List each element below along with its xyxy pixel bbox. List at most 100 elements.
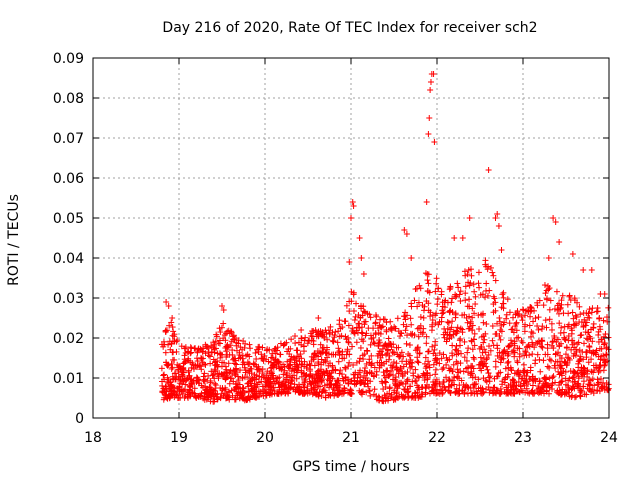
data-point	[324, 346, 331, 353]
data-point	[244, 351, 251, 358]
data-point	[475, 280, 482, 287]
data-point	[432, 371, 439, 378]
data-point	[408, 321, 415, 328]
data-point	[315, 393, 322, 400]
data-point	[540, 380, 547, 387]
data-point	[372, 330, 379, 337]
data-point	[168, 319, 175, 326]
data-point	[486, 378, 493, 385]
data-point	[164, 374, 171, 381]
data-point	[393, 360, 400, 367]
data-point	[212, 338, 219, 345]
data-point	[272, 380, 279, 387]
data-point	[402, 316, 409, 323]
data-point	[262, 388, 269, 395]
data-point	[265, 378, 272, 385]
data-point	[534, 323, 541, 330]
data-point	[286, 362, 293, 369]
data-point	[429, 317, 436, 324]
data-point	[550, 345, 557, 352]
data-point	[575, 358, 582, 365]
data-point	[347, 389, 354, 396]
data-point	[300, 343, 307, 350]
data-point	[532, 340, 539, 347]
data-point	[298, 341, 305, 348]
data-point	[534, 351, 541, 358]
data-point	[494, 373, 501, 380]
data-point	[555, 382, 562, 389]
data-point	[361, 381, 368, 388]
data-point	[431, 139, 438, 145]
data-point	[314, 331, 321, 338]
data-point	[554, 388, 561, 395]
data-point	[169, 364, 176, 371]
data-point	[444, 319, 451, 326]
data-point	[302, 334, 309, 341]
data-point	[310, 384, 317, 391]
data-point	[356, 235, 363, 241]
data-point	[500, 300, 507, 307]
data-point	[165, 303, 172, 309]
data-point	[457, 288, 464, 295]
data-point	[416, 350, 423, 357]
data-point	[434, 296, 441, 303]
data-point	[213, 333, 220, 340]
data-point	[462, 290, 469, 297]
data-point	[366, 388, 373, 395]
data-point	[173, 374, 180, 381]
data-point	[239, 374, 246, 381]
data-point	[215, 375, 222, 382]
data-point	[204, 390, 211, 397]
data-point	[176, 383, 183, 390]
data-point	[457, 360, 464, 367]
data-point	[529, 373, 536, 380]
data-point	[464, 271, 471, 278]
data-point	[223, 353, 230, 360]
data-point	[516, 388, 523, 395]
data-point	[534, 388, 541, 395]
data-point	[278, 382, 285, 389]
y-tick-label: 0.09	[53, 51, 84, 67]
data-point	[441, 325, 448, 332]
data-point	[243, 396, 250, 403]
data-point	[315, 359, 322, 366]
data-point	[464, 319, 471, 326]
data-point	[308, 332, 315, 339]
data-point	[425, 131, 432, 137]
data-point	[163, 327, 170, 334]
data-point	[342, 364, 349, 371]
data-point	[398, 349, 405, 356]
data-point	[211, 398, 218, 405]
data-point	[176, 380, 183, 387]
data-point	[456, 337, 463, 344]
data-point	[450, 361, 457, 368]
data-point	[336, 333, 343, 340]
data-point	[438, 355, 445, 362]
data-point	[522, 378, 529, 385]
data-point	[452, 311, 459, 318]
data-point	[568, 337, 575, 344]
data-point	[233, 347, 240, 354]
x-tick-label: 19	[170, 430, 188, 446]
data-point	[304, 340, 311, 347]
data-point	[430, 71, 437, 77]
data-point	[483, 363, 490, 370]
data-point	[580, 383, 587, 390]
data-point	[422, 270, 429, 277]
data-point	[382, 384, 389, 391]
data-point	[364, 370, 371, 377]
data-point	[466, 215, 473, 221]
data-point	[401, 394, 408, 401]
data-point	[505, 343, 512, 350]
data-point	[590, 324, 597, 331]
data-point	[417, 285, 424, 292]
data-point	[258, 351, 265, 358]
data-point	[312, 378, 319, 385]
data-point	[326, 331, 333, 338]
data-point	[472, 293, 479, 300]
data-point	[520, 307, 527, 314]
data-point	[546, 382, 553, 389]
data-point	[225, 388, 232, 395]
data-point	[363, 389, 370, 396]
data-point	[210, 371, 217, 378]
